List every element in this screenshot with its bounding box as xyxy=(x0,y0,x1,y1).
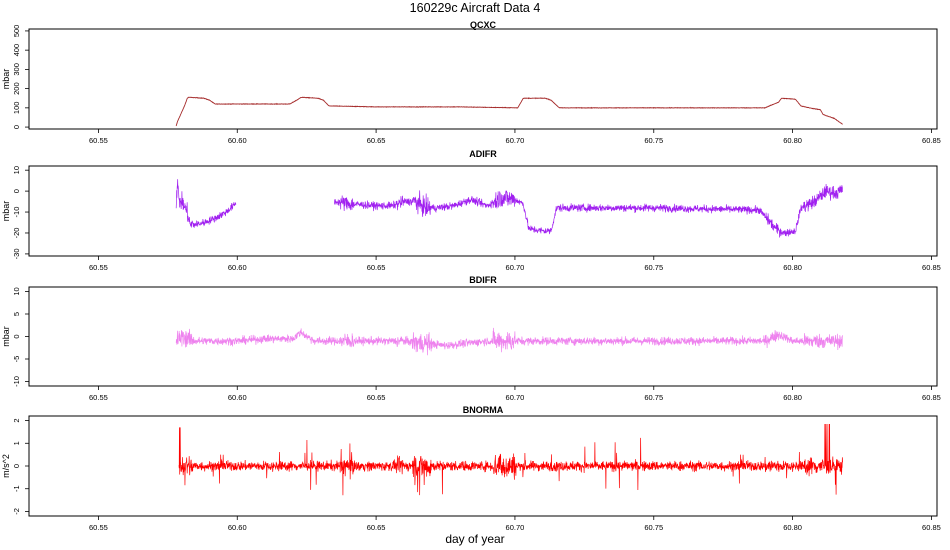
x-tick-label: 60.70 xyxy=(506,136,525,145)
y-tick-label: 0 xyxy=(12,334,21,338)
x-tick-label: 60.70 xyxy=(506,523,525,532)
y-tick-label: -1 xyxy=(12,485,21,492)
x-tick-label: 60.85 xyxy=(922,393,941,402)
y-tick-label: 10 xyxy=(12,166,21,174)
panel-qcxc: QCXC mbar 0 100 200 300 400 500 60.55 60.60 60.65 6… xyxy=(1,20,941,145)
panel-title: BDIFR xyxy=(469,275,497,285)
x-tick-label: 60.70 xyxy=(506,263,525,272)
y-tick-label: 300 xyxy=(12,63,21,76)
x-tick-label: 60.65 xyxy=(367,393,386,402)
x-tick-label: 60.80 xyxy=(783,393,802,402)
y-tick-label: -30 xyxy=(12,248,21,259)
panel-adifr: ADIFR mbar -30 -20 -10 0 10 60.55 60.60 60.65 60.7… xyxy=(1,149,941,272)
x-tick-label: 60.65 xyxy=(367,263,386,272)
series-line-bnorma-0 xyxy=(178,423,843,496)
y-tick-label: 2 xyxy=(12,418,21,422)
y-tick-label: -5 xyxy=(12,356,21,363)
x-tick-label: 60.55 xyxy=(89,263,108,272)
y-tick-label: 500 xyxy=(12,25,21,38)
x-tick-label: 60.55 xyxy=(89,136,108,145)
x-tick-label: 60.80 xyxy=(783,523,802,532)
y-tick-label: -2 xyxy=(12,508,21,515)
series-line-adifr-0 xyxy=(175,179,237,228)
y-tick-label: -10 xyxy=(12,207,21,218)
x-tick-label: 60.70 xyxy=(506,393,525,402)
plot-frame xyxy=(28,28,938,130)
y-axis-label: mbar xyxy=(1,326,11,347)
series-line-qcxc-0 xyxy=(175,96,843,127)
plot-frame xyxy=(28,165,938,257)
y-axis-label: mbar xyxy=(1,69,11,90)
x-tick-label: 60.80 xyxy=(783,263,802,272)
x-tick-label: 60.80 xyxy=(783,136,802,145)
panel-bnorma: BNORMA m/s^2 -2 -1 0 1 2 60.55 60.60 60.65 60.70 60… xyxy=(1,405,941,532)
x-tick-label: 60.75 xyxy=(644,523,663,532)
y-tick-label: -10 xyxy=(12,376,21,387)
y-axis-label: m/s^2 xyxy=(1,454,11,478)
panel-title: ADIFR xyxy=(469,149,497,159)
y-tick-label: 0 xyxy=(12,464,21,468)
y-tick-label: 0 xyxy=(12,125,21,129)
y-tick-label: 200 xyxy=(12,82,21,95)
x-tick-label: 60.85 xyxy=(922,136,941,145)
x-tick-label: 60.60 xyxy=(228,136,247,145)
panel-bdifr: BDIFR mbar -10 -5 0 5 10 60.55 60.60 60.65 60.70 60… xyxy=(1,275,941,402)
series-line-adifr-1 xyxy=(334,183,843,238)
x-tick-label: 60.85 xyxy=(922,263,941,272)
x-tick-label: 60.75 xyxy=(644,393,663,402)
y-tick-label: 0 xyxy=(12,189,21,193)
x-tick-label: 60.55 xyxy=(89,523,108,532)
x-tick-label: 60.85 xyxy=(922,523,941,532)
x-tick-label: 60.60 xyxy=(228,393,247,402)
x-axis-label: day of year xyxy=(445,532,504,546)
plot-frame xyxy=(28,286,938,387)
panel-title: BNORMA xyxy=(463,405,504,415)
x-tick-label: 60.75 xyxy=(644,136,663,145)
y-tick-label: 10 xyxy=(12,287,21,295)
y-axis-label: mbar xyxy=(1,201,11,222)
x-tick-label: 60.75 xyxy=(644,263,663,272)
x-tick-label: 60.60 xyxy=(228,523,247,532)
x-tick-label: 60.65 xyxy=(367,136,386,145)
x-tick-label: 60.60 xyxy=(228,263,247,272)
y-tick-label: -20 xyxy=(12,228,21,239)
y-tick-label: 100 xyxy=(12,102,21,115)
series-line-bdifr-0 xyxy=(175,327,843,356)
figure-title: 160229c Aircraft Data 4 xyxy=(410,1,541,15)
x-tick-label: 60.65 xyxy=(367,523,386,532)
y-tick-label: 1 xyxy=(12,441,21,445)
x-tick-label: 60.55 xyxy=(89,393,108,402)
y-tick-label: 5 xyxy=(12,312,21,316)
panel-title: QCXC xyxy=(470,20,497,30)
y-tick-label: 400 xyxy=(12,44,21,57)
